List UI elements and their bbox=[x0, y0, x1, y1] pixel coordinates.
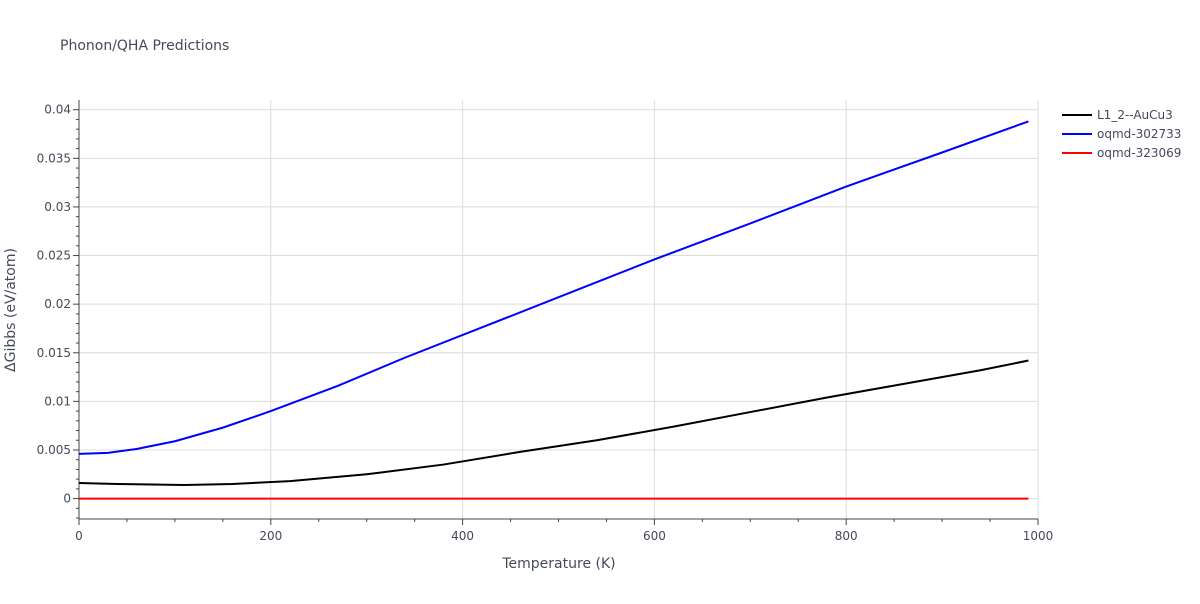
x-tick-label: 800 bbox=[835, 529, 858, 543]
legend-label: oqmd-302733 bbox=[1097, 127, 1181, 141]
grid-layer bbox=[79, 100, 1039, 519]
y-tick-label: 0.04 bbox=[44, 103, 71, 117]
legend-label: oqmd-323069 bbox=[1097, 146, 1181, 160]
series-line-1 bbox=[78, 359, 1029, 486]
y-axis-title: ΔGibbs (eV/atom) bbox=[3, 248, 19, 372]
series-line-2 bbox=[78, 120, 1029, 455]
y-tick-label: 0.025 bbox=[37, 249, 71, 263]
y-tick-label: 0.035 bbox=[37, 151, 71, 165]
series-layer bbox=[78, 120, 1029, 500]
x-tick-label: 600 bbox=[643, 529, 666, 543]
y-tick-label: 0.01 bbox=[44, 394, 71, 408]
axes-layer: 0 200 400 600 800 1000 0 0.005 0.01 0.015 0.02 0.02… bbox=[37, 100, 1054, 543]
legend-label: L1_2--AuCu3 bbox=[1097, 108, 1173, 122]
y-tick-label: 0.005 bbox=[37, 443, 71, 457]
x-axis-title: Temperature (K) bbox=[501, 556, 615, 572]
y-tick-label: 0.02 bbox=[44, 297, 71, 311]
chart-title: Phonon/QHA Predictions bbox=[60, 38, 229, 54]
y-tick-label: 0 bbox=[63, 492, 71, 506]
x-tick-label: 1000 bbox=[1023, 529, 1054, 543]
x-tick-label: 200 bbox=[259, 529, 282, 543]
x-tick-label: 400 bbox=[451, 529, 474, 543]
legend: L1_2--AuCu3 oqmd-302733 oqmd-323069 bbox=[1062, 108, 1181, 160]
x-tick-label: 0 bbox=[75, 529, 83, 543]
y-tick-label: 0.015 bbox=[37, 346, 71, 360]
y-tick-label: 0.03 bbox=[44, 200, 71, 214]
